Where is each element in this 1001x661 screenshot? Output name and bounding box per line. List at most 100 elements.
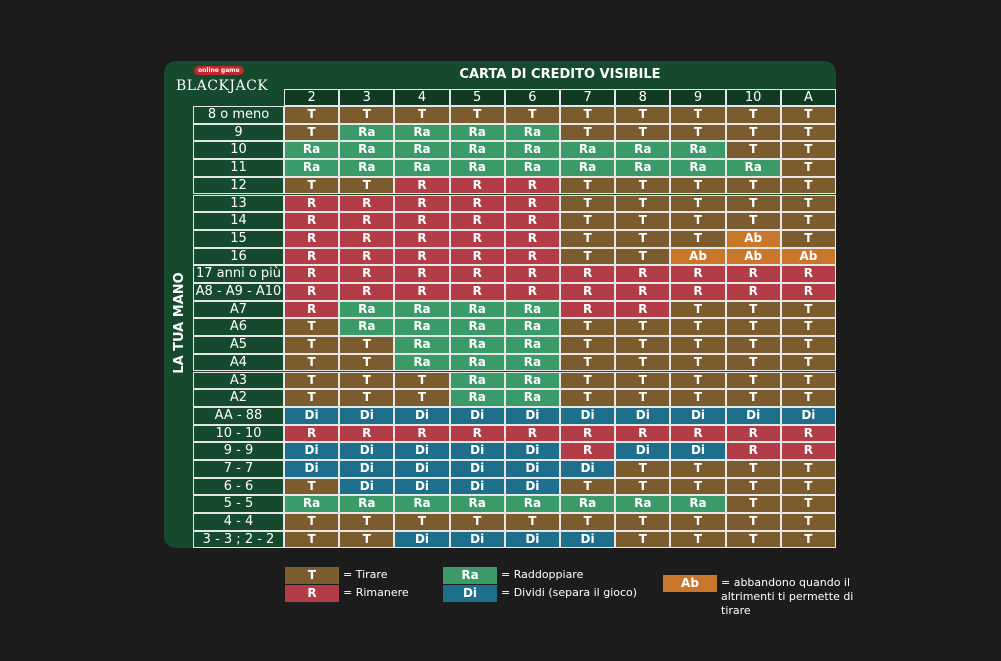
- strategy-cell: Ra: [284, 495, 340, 514]
- strategy-cell: Ab: [725, 247, 781, 266]
- strategy-cell: T: [725, 106, 781, 124]
- strategy-cell: T: [725, 371, 781, 390]
- hand-row-label: 16: [193, 247, 284, 266]
- strategy-cell: Ra: [504, 371, 560, 390]
- strategy-cell: T: [670, 389, 726, 407]
- strategy-cell: Di: [670, 442, 726, 460]
- hand-row-label: 6 - 6: [193, 477, 284, 496]
- strategy-cell: T: [670, 318, 726, 337]
- hand-row-label: 10: [193, 141, 284, 160]
- hand-row-label: A4: [193, 353, 284, 372]
- strategy-cell: Ra: [615, 159, 671, 177]
- strategy-cell: Ra: [504, 336, 560, 354]
- strategy-cell: T: [725, 194, 781, 213]
- strategy-cell: Ra: [449, 123, 505, 142]
- strategy-cell: T: [725, 495, 781, 514]
- dealer-card-header: 10: [725, 89, 781, 106]
- strategy-cell: R: [670, 265, 726, 283]
- strategy-cell: R: [449, 247, 505, 266]
- strategy-cell: R: [560, 442, 616, 460]
- strategy-cell: Ra: [394, 300, 450, 319]
- strategy-cell: T: [560, 106, 616, 124]
- dealer-card-title: CARTA DI CREDITO VISIBILE: [459, 67, 661, 82]
- strategy-cell: T: [560, 371, 616, 390]
- strategy-cell: Ra: [504, 495, 560, 514]
- strategy-cell: R: [284, 194, 340, 213]
- strategy-cell: T: [725, 141, 781, 160]
- dealer-card-header: 3: [339, 89, 395, 106]
- strategy-cell: T: [670, 176, 726, 195]
- strategy-cell: T: [780, 141, 836, 160]
- strategy-cell: R: [449, 176, 505, 195]
- strategy-cell: Di: [394, 460, 450, 478]
- strategy-cell: Ra: [394, 159, 450, 177]
- strategy-cell: T: [560, 353, 616, 372]
- strategy-cell: Ra: [339, 300, 395, 319]
- strategy-cell: T: [560, 212, 616, 230]
- strategy-cell: T: [615, 318, 671, 337]
- legend-swatch-tirare: T: [285, 567, 339, 584]
- strategy-cell: T: [670, 353, 726, 372]
- strategy-cell: Ra: [449, 300, 505, 319]
- strategy-cell: Ra: [284, 141, 340, 160]
- strategy-cell: R: [394, 247, 450, 266]
- strategy-cell: T: [780, 495, 836, 514]
- strategy-cell: Di: [284, 442, 340, 460]
- strategy-cell: T: [725, 389, 781, 407]
- strategy-cell: T: [615, 477, 671, 496]
- strategy-cell: R: [394, 176, 450, 195]
- dealer-card-header: 4: [394, 89, 450, 106]
- hand-row-label: 11: [193, 159, 284, 177]
- strategy-cell: R: [504, 176, 560, 195]
- hand-row-label: 3 - 3 ; 2 - 2: [193, 530, 284, 549]
- strategy-cell: T: [284, 513, 340, 531]
- strategy-cell: T: [725, 513, 781, 531]
- strategy-cell: T: [780, 106, 836, 124]
- strategy-cell: R: [339, 283, 395, 301]
- strategy-cell: Ra: [449, 159, 505, 177]
- strategy-cell: T: [339, 106, 395, 124]
- strategy-cell: T: [560, 247, 616, 266]
- strategy-cell: Ra: [504, 389, 560, 407]
- strategy-cell: Di: [615, 442, 671, 460]
- strategy-cell: T: [284, 477, 340, 496]
- strategy-cell: R: [284, 424, 340, 443]
- dealer-card-header: 5: [449, 89, 505, 106]
- strategy-cell: T: [780, 229, 836, 248]
- strategy-cell: T: [670, 212, 726, 230]
- strategy-cell: T: [725, 353, 781, 372]
- strategy-cell: R: [394, 212, 450, 230]
- legend-swatch-dividi: Di: [443, 585, 497, 602]
- strategy-cell: T: [670, 477, 726, 496]
- hand-row-label: 7 - 7: [193, 460, 284, 478]
- strategy-cell: R: [725, 265, 781, 283]
- strategy-cell: Ra: [339, 141, 395, 160]
- strategy-cell: R: [284, 212, 340, 230]
- strategy-cell: T: [780, 389, 836, 407]
- strategy-cell: T: [670, 300, 726, 319]
- strategy-cell: Ra: [449, 353, 505, 372]
- strategy-cell: T: [780, 176, 836, 195]
- strategy-cell: R: [560, 265, 616, 283]
- strategy-cell: T: [780, 353, 836, 372]
- strategy-cell: Ra: [449, 336, 505, 354]
- legend-text-tirare: = Tirare: [343, 568, 388, 581]
- hand-row-label: 9: [193, 123, 284, 142]
- strategy-cell: T: [394, 106, 450, 124]
- strategy-cell: T: [780, 371, 836, 390]
- strategy-cell: Ab: [725, 229, 781, 248]
- strategy-cell: T: [670, 513, 726, 531]
- strategy-cell: R: [504, 194, 560, 213]
- strategy-cell: R: [725, 283, 781, 301]
- hand-row-label: 4 - 4: [193, 513, 284, 531]
- strategy-cell: T: [284, 176, 340, 195]
- dealer-card-header: 9: [670, 89, 726, 106]
- strategy-cell: Di: [449, 460, 505, 478]
- strategy-cell: T: [560, 513, 616, 531]
- strategy-cell: Ra: [394, 353, 450, 372]
- strategy-cell: T: [725, 477, 781, 496]
- strategy-cell: T: [725, 300, 781, 319]
- strategy-cell: T: [670, 194, 726, 213]
- strategy-cell: Ra: [449, 495, 505, 514]
- strategy-cell: T: [394, 371, 450, 390]
